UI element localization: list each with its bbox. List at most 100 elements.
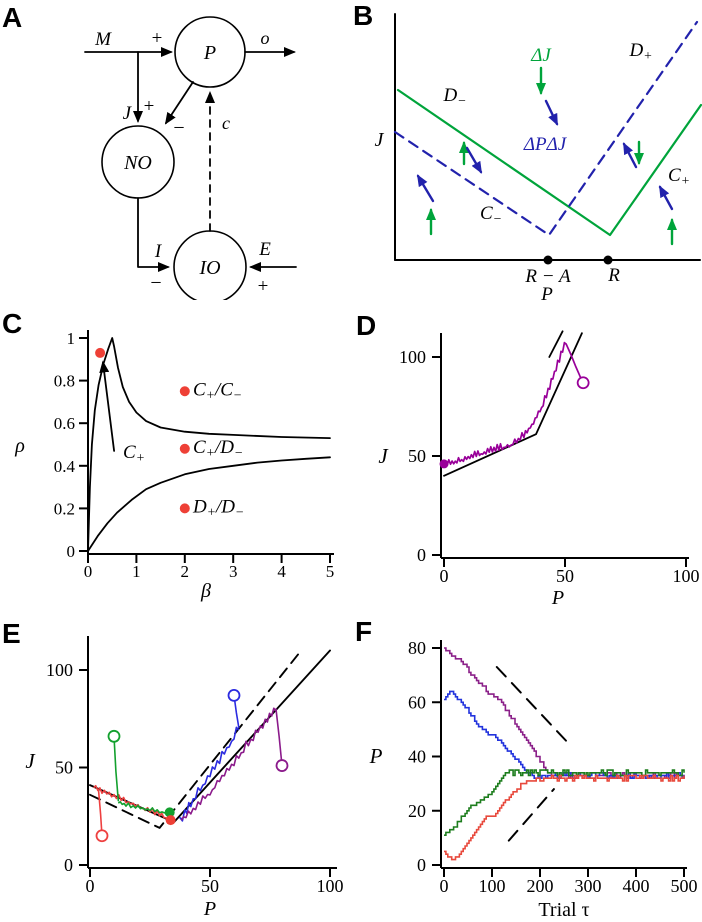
ylabel-j: J [25, 749, 36, 773]
label-c-plus: C+ [668, 165, 690, 188]
line [658, 185, 674, 211]
ylabel-j: J [375, 129, 385, 151]
label-d-minus: D− [443, 85, 467, 108]
green-landscape-line [396, 88, 702, 237]
x-tick-label: 100 [673, 566, 700, 586]
xlabel-trial-tau: Trial τ [538, 899, 589, 921]
x-tick-label: 100 [479, 876, 506, 896]
open-circle-marker [576, 376, 590, 390]
label-j-signal: J [123, 103, 133, 124]
panel-d-single-trajectory-plot: 0 50 100 0 50 100 J P [378, 330, 700, 609]
filled-dot [543, 255, 553, 265]
line [622, 142, 638, 169]
y-tick-label: 0 [417, 855, 426, 875]
x-tick-label: 200 [527, 876, 554, 896]
open-circle-marker [95, 829, 109, 843]
y-tick-label: 1 [67, 329, 76, 348]
label-delta-p-delta-j: ΔPΔJ [523, 134, 568, 155]
x-tick-label: 0 [440, 566, 449, 586]
label-output-o: o [261, 28, 270, 48]
y-tick-label: 0 [64, 855, 73, 875]
panel-label-b: B [353, 0, 374, 31]
sign-minus-p-no: − [173, 117, 184, 139]
purple-start-segment [275, 708, 283, 767]
upper-slope-guide [495, 666, 572, 747]
y-tick-label: 0.4 [54, 457, 76, 476]
line [416, 174, 435, 203]
purple-learning-curve [444, 647, 685, 779]
filled-dot [165, 815, 176, 826]
label-cplus-cminus: C+/C− [193, 380, 242, 403]
y-tick-label: 0.6 [54, 414, 75, 433]
lower-slope-guide [507, 788, 555, 842]
label-c-signal: c [222, 113, 230, 133]
red-start-segment [97, 790, 103, 837]
y-tick-label: 40 [408, 747, 426, 767]
xpoint-r: R [607, 265, 620, 286]
xlabel-beta: β [200, 580, 211, 602]
panel-c-parameter-region-plot: 0 1 2 3 4 5 0 0.2 0.4 0.6 0.8 1 ρ β C+ C+/C− C+/D− D+/D− [14, 329, 334, 602]
open-circle-marker [275, 759, 289, 772]
axes: 0 50 100 0 50 100 [399, 333, 700, 586]
blue-trajectory [179, 726, 240, 822]
sign-plus-e: + [258, 276, 269, 297]
blue-learning-curve [444, 690, 685, 779]
y-tick-label: 0.2 [54, 499, 75, 518]
green-start-segment [113, 735, 120, 802]
x-tick-label: 0 [84, 562, 93, 581]
x-tick-label: 50 [201, 876, 219, 896]
sign-plus-m: + [152, 28, 163, 49]
node-label-no: NO [123, 152, 152, 174]
landscape-guide-line-2 [548, 330, 564, 358]
purple-trajectory [443, 341, 567, 467]
y-tick-label: 50 [55, 758, 73, 778]
panel-label-d: D [356, 310, 377, 341]
label-delta-j: ΔJ [530, 45, 552, 66]
panel-label-f: F [355, 616, 373, 647]
filled-dot [164, 807, 175, 818]
x-tick-label: 3 [229, 562, 238, 581]
x-tick-label: 400 [623, 876, 650, 896]
label-cplus-dminus: C+/D− [193, 437, 243, 460]
node-label-p: P [203, 42, 216, 64]
ylabel-p: P [369, 744, 383, 768]
axes: 0 50 100 0 50 100 [46, 636, 344, 896]
panel-label-a: A [2, 2, 23, 33]
panel-e-multi-trajectory-plot: 0 50 100 0 50 100 J P [25, 636, 344, 920]
y-tick-label: 80 [408, 638, 426, 658]
solid-landscape-v [89, 649, 331, 824]
axes: 0 100 200 300 400 500 0 20 40 60 80 [408, 638, 698, 896]
label-c-plus: C+ [123, 442, 145, 465]
xlabel-p: P [540, 284, 553, 300]
line [137, 197, 170, 272]
red-learning-curve [444, 774, 685, 861]
filled-dot [603, 255, 613, 265]
y-tick-label: 0 [417, 545, 426, 565]
x-tick-label: 0 [86, 876, 95, 896]
xlabel-p: P [551, 587, 564, 609]
filled-dot [95, 347, 106, 358]
label-m-input: M [94, 29, 112, 50]
x-tick-label: 1 [132, 562, 141, 581]
x-tick-label: 4 [277, 562, 286, 581]
y-tick-label: 20 [408, 801, 426, 821]
x-tick-label: 300 [575, 876, 602, 896]
y-tick-label: 100 [46, 660, 73, 680]
sign-plus-j: + [144, 96, 155, 117]
filled-dot [439, 459, 449, 469]
label-i-signal: I [154, 241, 163, 262]
panel-label-e: E [2, 618, 21, 649]
blue-landscape-line [393, 20, 699, 237]
open-circle-marker [227, 688, 241, 702]
x-tick-label: 2 [181, 562, 190, 581]
x-tick-label: 100 [317, 876, 344, 896]
dashed-landscape-v [89, 649, 303, 829]
xlabel-p: P [203, 898, 216, 920]
x-tick-label: 0 [440, 876, 449, 896]
panel-f-learning-curves-plot: 0 100 200 300 400 500 0 20 40 60 80 P Trial τ [369, 638, 698, 921]
landscape-guide-line [443, 332, 583, 477]
label-c-minus: C− [480, 203, 502, 226]
y-tick-label: 100 [399, 347, 426, 367]
open-circle-marker [107, 729, 121, 743]
